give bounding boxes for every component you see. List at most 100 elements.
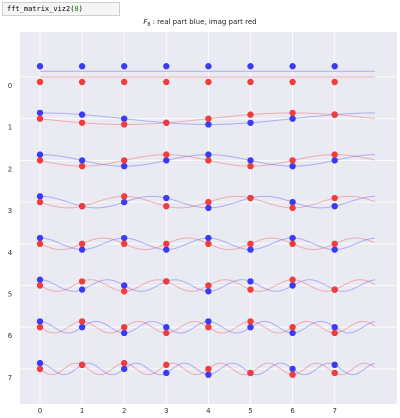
imag-point-6-2 — [121, 324, 128, 331]
imag-point-2-3 — [163, 151, 170, 158]
imag-point-1-3 — [163, 119, 170, 126]
real-point-4-1 — [78, 246, 86, 253]
real-point-3-2 — [121, 198, 128, 206]
imag-point-7-2 — [121, 359, 128, 367]
imag-point-1-6 — [289, 109, 296, 117]
function-argument: 8 — [74, 5, 79, 13]
x-tick-labels: 0 1 2 3 4 5 6 7 — [38, 407, 337, 415]
real-point-2-0 — [36, 151, 44, 158]
imag-point-2-4 — [205, 157, 212, 164]
real-point-4-3 — [163, 246, 170, 253]
real-point-1-1 — [78, 111, 86, 118]
imag-point-1-7 — [331, 111, 338, 118]
real-point-0-4 — [205, 63, 212, 70]
real-point-5-2 — [121, 282, 128, 289]
imag-point-5-6 — [289, 276, 296, 283]
real-point-6-7 — [331, 324, 338, 331]
imag-point-6-5 — [247, 318, 254, 325]
real-point-6-0 — [36, 318, 44, 325]
imag-point-1-2 — [121, 121, 128, 128]
real-point-2-1 — [78, 157, 86, 164]
imag-point-3-2 — [121, 193, 128, 200]
imag-point-5-7 — [331, 286, 338, 293]
real-point-4-0 — [36, 234, 44, 242]
real-point-1-4 — [205, 121, 212, 128]
y-tick-label-2: 2 — [8, 165, 12, 173]
imag-point-1-5 — [247, 111, 254, 118]
real-point-2-5 — [247, 157, 254, 164]
imag-point-2-6 — [289, 157, 296, 164]
imag-point-4-0 — [36, 240, 44, 247]
real-point-7-7 — [331, 361, 338, 369]
real-point-5-0 — [36, 276, 44, 283]
imag-point-0-5 — [247, 78, 254, 86]
x-tick-label-7: 7 — [332, 407, 336, 415]
title-suffix: : real part blue, imag part red — [153, 18, 257, 26]
imag-point-6-4 — [205, 324, 212, 331]
real-point-7-4 — [205, 371, 212, 378]
imag-point-6-0 — [36, 324, 44, 331]
imag-point-5-1 — [78, 278, 86, 285]
real-point-0-7 — [331, 63, 338, 70]
real-point-2-4 — [205, 151, 212, 158]
real-point-7-6 — [289, 365, 296, 373]
imag-point-3-0 — [36, 198, 44, 206]
imag-point-3-5 — [247, 194, 254, 202]
real-point-2-3 — [163, 157, 170, 164]
imag-point-4-7 — [331, 240, 338, 247]
real-point-3-6 — [289, 198, 296, 206]
imag-point-5-4 — [205, 282, 212, 289]
real-point-4-4 — [205, 234, 212, 242]
real-point-4-2 — [121, 234, 128, 242]
imag-point-4-2 — [121, 240, 128, 247]
imag-point-7-6 — [289, 371, 296, 378]
y-tick-label-0: 0 — [8, 82, 12, 90]
imag-point-2-7 — [331, 151, 338, 158]
real-point-4-5 — [247, 246, 254, 253]
y-tick-label-6: 6 — [8, 332, 13, 340]
x-tick-label-0: 0 — [38, 407, 42, 415]
x-tick-label-2: 2 — [122, 407, 126, 415]
imag-point-0-2 — [121, 78, 128, 86]
real-point-6-6 — [289, 329, 296, 337]
real-point-0-0 — [36, 63, 44, 70]
imag-point-0-1 — [78, 78, 86, 86]
imag-point-7-0 — [36, 365, 44, 373]
imag-point-2-1 — [78, 162, 86, 170]
real-point-5-1 — [78, 286, 86, 293]
real-point-7-3 — [163, 369, 170, 377]
function-name: fft_matrix_viz2 — [7, 5, 71, 13]
imag-point-4-4 — [205, 240, 212, 247]
imag-point-1-1 — [78, 119, 86, 126]
imag-point-5-0 — [36, 282, 44, 289]
imag-point-7-4 — [205, 365, 212, 373]
real-point-1-2 — [121, 115, 128, 122]
x-tick-label-5: 5 — [248, 407, 252, 415]
real-point-2-6 — [289, 162, 296, 170]
y-tick-label-1: 1 — [8, 124, 12, 132]
real-point-7-0 — [36, 359, 44, 367]
code-cell[interactable]: fft_matrix_viz2(8) — [2, 2, 120, 16]
imag-point-0-3 — [163, 78, 170, 86]
imag-point-3-7 — [331, 194, 338, 202]
real-point-0-6 — [289, 63, 296, 70]
real-point-5-5 — [247, 278, 254, 285]
imag-point-4-1 — [78, 240, 86, 247]
imag-point-1-4 — [205, 115, 212, 122]
real-point-2-7 — [331, 157, 338, 164]
imag-point-1-0 — [36, 115, 44, 122]
imag-point-4-5 — [247, 240, 254, 247]
y-tick-label-4: 4 — [8, 249, 13, 257]
x-tick-label-3: 3 — [164, 407, 168, 415]
points — [36, 63, 338, 378]
imag-point-7-5 — [247, 369, 254, 377]
real-point-1-6 — [289, 115, 296, 122]
chart-title: F8: real part blue, imag part red — [143, 18, 256, 28]
imag-point-2-0 — [36, 157, 44, 164]
real-point-3-3 — [163, 194, 170, 202]
imag-point-3-6 — [289, 204, 296, 212]
imag-point-3-3 — [163, 202, 170, 210]
imag-point-6-3 — [163, 329, 170, 337]
y-tick-label-7: 7 — [8, 374, 12, 382]
imag-point-7-7 — [331, 369, 338, 377]
